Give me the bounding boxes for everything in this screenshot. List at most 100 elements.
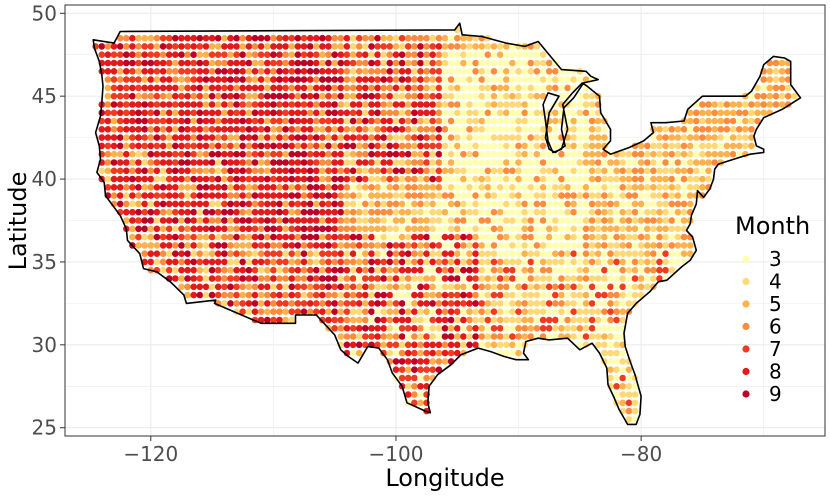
data-point	[153, 117, 161, 125]
data-point	[454, 325, 461, 332]
data-point	[570, 225, 577, 233]
data-point	[355, 109, 363, 117]
data-point	[349, 167, 357, 175]
data-point	[490, 101, 498, 108]
data-point	[165, 266, 173, 274]
data-point	[423, 84, 430, 92]
data-point	[239, 200, 246, 208]
data-point	[276, 300, 283, 307]
data-point	[251, 250, 259, 257]
data-point	[196, 291, 204, 299]
data-point	[264, 51, 271, 58]
data-point	[165, 51, 173, 58]
data-point	[411, 43, 418, 50]
data-point	[306, 192, 314, 199]
data-point	[337, 76, 345, 83]
data-point	[447, 217, 455, 224]
data-point	[214, 84, 222, 92]
data-point	[331, 225, 339, 233]
data-point	[349, 217, 357, 224]
data-point	[251, 142, 259, 150]
data-point	[729, 101, 737, 108]
data-point	[123, 167, 130, 175]
data-point	[564, 225, 571, 233]
data-point	[411, 200, 418, 208]
data-point	[276, 192, 283, 199]
data-point	[368, 266, 375, 274]
data-point	[313, 275, 320, 282]
data-point	[165, 192, 173, 199]
data-point	[343, 92, 351, 100]
data-point	[503, 192, 510, 199]
data-point	[478, 59, 486, 67]
data-point	[545, 84, 553, 92]
data-point	[429, 76, 437, 83]
data-point	[251, 225, 259, 233]
data-point	[607, 225, 614, 233]
data-point	[257, 316, 265, 324]
data-point	[527, 316, 535, 324]
data-point	[588, 192, 596, 199]
data-point	[576, 275, 584, 282]
data-point	[613, 374, 620, 382]
data-point	[582, 242, 590, 249]
data-point	[417, 134, 424, 141]
data-point	[257, 184, 265, 191]
data-point	[460, 200, 467, 208]
data-point	[404, 134, 412, 141]
data-point	[374, 325, 381, 332]
data-point	[429, 117, 437, 125]
data-point	[392, 208, 400, 216]
data-point	[558, 308, 565, 316]
data-point	[539, 291, 547, 299]
data-point	[570, 126, 577, 133]
data-point	[735, 109, 743, 117]
data-point	[533, 250, 541, 257]
data-point	[386, 109, 394, 117]
data-point	[141, 68, 148, 75]
data-point	[190, 51, 197, 58]
data-point	[552, 217, 559, 224]
data-point	[362, 34, 369, 42]
data-point	[319, 225, 326, 233]
data-point	[276, 275, 283, 282]
data-point	[594, 300, 602, 307]
data-point	[429, 266, 437, 274]
data-point	[325, 134, 332, 141]
data-point	[116, 59, 124, 67]
data-point	[294, 250, 302, 257]
data-point	[251, 192, 259, 199]
data-point	[521, 142, 528, 150]
data-point	[178, 117, 185, 125]
data-point	[349, 200, 357, 208]
data-point	[208, 34, 216, 42]
data-point	[135, 92, 142, 100]
data-point	[484, 109, 492, 117]
data-point	[349, 84, 357, 92]
data-point	[392, 184, 400, 191]
data-point	[533, 291, 541, 299]
data-point	[656, 159, 663, 166]
data-point	[637, 275, 645, 282]
data-point	[349, 51, 357, 58]
data-point	[631, 300, 639, 307]
data-point	[374, 341, 381, 349]
data-point	[582, 117, 590, 125]
data-point	[503, 109, 510, 117]
data-point	[404, 366, 412, 374]
data-point	[276, 150, 283, 158]
data-point	[435, 250, 443, 257]
data-point	[601, 134, 608, 141]
data-point	[404, 150, 412, 158]
data-point	[509, 175, 516, 183]
data-point	[631, 391, 639, 398]
data-point	[631, 200, 639, 208]
data-point	[355, 341, 363, 349]
data-point	[386, 92, 394, 100]
data-point	[337, 34, 345, 42]
data-point	[515, 283, 522, 291]
data-point	[355, 208, 363, 216]
data-point	[454, 126, 461, 133]
data-point	[668, 159, 676, 166]
data-point	[190, 184, 197, 191]
